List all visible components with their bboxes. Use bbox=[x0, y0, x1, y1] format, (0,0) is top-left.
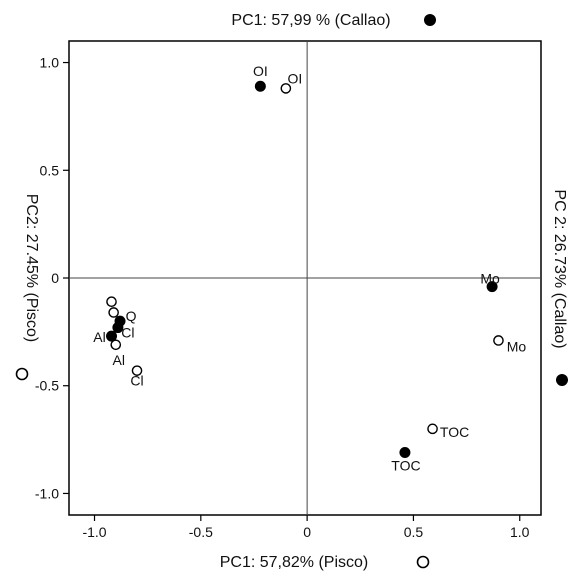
callao-point-label: Al bbox=[93, 329, 105, 345]
pisco-legend-marker-bottom bbox=[416, 555, 430, 569]
callao-legend-marker-right bbox=[556, 374, 568, 386]
pisco-point-label: Cl bbox=[130, 373, 143, 389]
pisco-point bbox=[110, 339, 122, 351]
x-tick-label: 0.5 bbox=[404, 524, 424, 540]
x-tick-label: -0.5 bbox=[189, 524, 213, 540]
callao-point bbox=[112, 322, 124, 334]
pisco-point bbox=[106, 296, 117, 308]
callao-point-label: Q bbox=[126, 308, 137, 324]
y-tick-label: 0.5 bbox=[40, 162, 60, 178]
pisco-point-label: TOC bbox=[440, 424, 469, 440]
pisco-point bbox=[108, 307, 119, 318]
callao-point bbox=[399, 447, 411, 459]
pisco-point bbox=[280, 83, 292, 94]
callao-point-label: OI bbox=[253, 63, 268, 79]
callao-point-label: Cl bbox=[121, 325, 134, 341]
x-tick-label: 1.0 bbox=[510, 524, 530, 540]
callao-point bbox=[254, 80, 266, 92]
x-tick-label: 0 bbox=[303, 524, 311, 540]
y-tick-label: 1.0 bbox=[40, 55, 60, 71]
pisco-point-label: Mo bbox=[507, 338, 527, 354]
top-axis-title: PC1: 57,99 % (Callao) bbox=[231, 12, 390, 29]
callao-point bbox=[106, 330, 118, 342]
y-tick-label: -1.0 bbox=[35, 485, 59, 501]
right-axis-title: PC 2: 26.73% (Callao) bbox=[551, 189, 568, 348]
plot-area: -1.0 -0.5 0 0.5 1.01.00.50-0.5-1.0OIMoTOCQCl… bbox=[35, 40, 542, 540]
bottom-axis-title: PC1: 57,82% (Pisco) bbox=[220, 554, 369, 571]
pisco-point-label: Al bbox=[113, 352, 125, 368]
left-axis-title: PC2: 27.45% (Pisco) bbox=[23, 194, 40, 343]
y-tick-label: -0.5 bbox=[35, 378, 59, 394]
pisco-point bbox=[493, 335, 504, 346]
pisco-point-label: OI bbox=[287, 70, 302, 86]
pisco-point bbox=[427, 423, 438, 435]
callao-legend-marker bbox=[424, 14, 436, 26]
pisco-legend-marker-left bbox=[15, 367, 29, 381]
callao-point bbox=[486, 281, 498, 293]
y-tick-label: 0 bbox=[51, 270, 59, 286]
callao-point-label: Mo bbox=[480, 271, 500, 287]
callao-point-label: TOC bbox=[391, 458, 420, 474]
x-tick-label: -1.0 bbox=[82, 524, 106, 540]
pisco-point bbox=[131, 365, 143, 376]
